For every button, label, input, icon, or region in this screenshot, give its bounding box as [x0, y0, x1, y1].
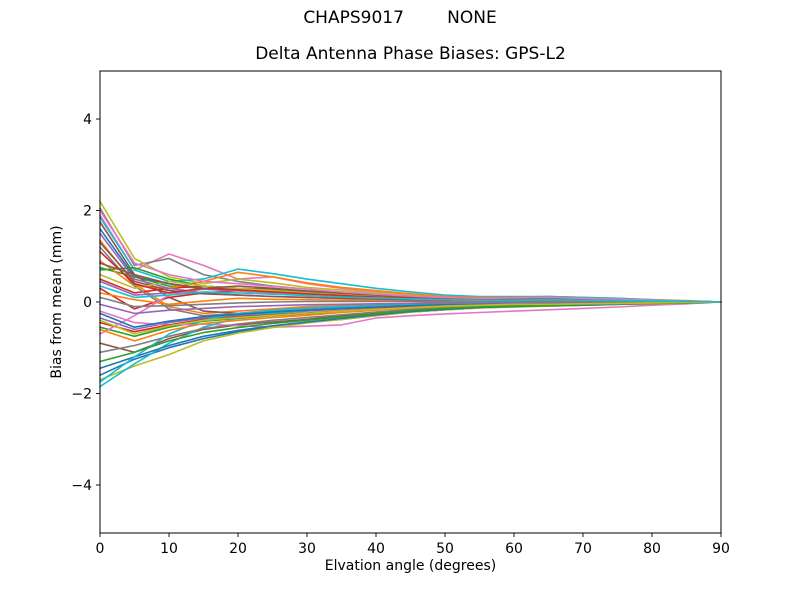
y-tick-label: −2: [71, 386, 92, 402]
x-tick-label: 20: [229, 541, 247, 557]
series-line: [99, 285, 722, 303]
x-tick-label: 10: [160, 541, 178, 557]
x-tick-label: 30: [298, 541, 316, 557]
figure-suptitle: CHAPS9017 NONE: [303, 8, 497, 28]
x-tick-label: 50: [436, 541, 454, 557]
y-axis-label: Bias from mean (mm): [49, 225, 65, 379]
series-line: [99, 301, 722, 335]
series-line: [99, 209, 722, 303]
x-tick-label: 70: [574, 541, 592, 557]
x-tick-label: 90: [712, 541, 730, 557]
y-tick-label: −4: [71, 478, 92, 494]
series-line: [99, 296, 722, 308]
y-tick-label: 2: [83, 204, 92, 220]
x-tick-label: 80: [643, 541, 661, 557]
y-tick-label: 0: [83, 295, 92, 311]
plot-frame: [99, 70, 722, 534]
x-axis-label: Elvation angle (degrees): [324, 558, 497, 574]
series-line: [99, 216, 722, 303]
x-tick-label: 40: [367, 541, 385, 557]
x-tick-label: 60: [505, 541, 523, 557]
y-tick-label: 4: [83, 112, 92, 128]
x-tick-label: 0: [96, 541, 105, 557]
axes-title: Delta Antenna Phase Biases: GPS-L2: [255, 44, 566, 64]
